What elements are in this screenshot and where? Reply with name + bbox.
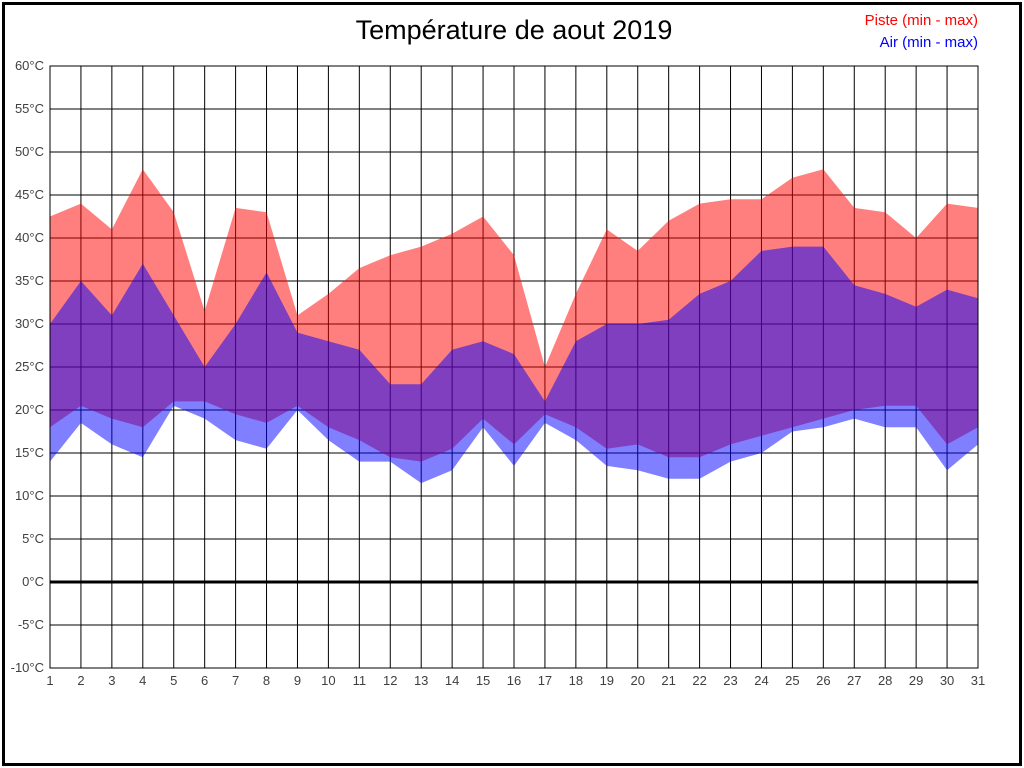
y-axis-tick-label: -5°C (18, 617, 44, 632)
x-axis-tick-label: 21 (661, 673, 675, 688)
x-axis-tick-label: 31 (971, 673, 985, 688)
x-axis-tick-label: 2 (77, 673, 84, 688)
x-axis-tick-label: 28 (878, 673, 892, 688)
x-axis-tick-label: 3 (108, 673, 115, 688)
x-axis-tick-label: 12 (383, 673, 397, 688)
x-axis-tick-label: 26 (816, 673, 830, 688)
x-axis-tick-label: 9 (294, 673, 301, 688)
x-axis-tick-label: 4 (139, 673, 146, 688)
chart-title: Température de aout 2019 (355, 15, 673, 45)
y-axis-tick-label: 20°C (15, 402, 44, 417)
x-axis-tick-label: 11 (353, 673, 367, 688)
x-axis-tick-label: 10 (321, 673, 335, 688)
plot-border (49, 65, 979, 669)
x-axis-tick-label: 7 (232, 673, 239, 688)
legend-air-label: Air (min - max) (879, 34, 978, 51)
y-axis-tick-label: 15°C (15, 445, 44, 460)
y-axis-tick-label: 0°C (22, 574, 44, 589)
x-axis-tick-label: 17 (538, 673, 552, 688)
x-axis-tick-label: 1 (46, 673, 53, 688)
y-axis-tick-label: 5°C (22, 531, 44, 546)
x-axis-tick-label: 6 (201, 673, 208, 688)
x-axis-tick-label: 22 (692, 673, 706, 688)
x-axis-tick-label: 25 (785, 673, 799, 688)
x-axis-tick-label: 19 (600, 673, 614, 688)
legend: Piste (min - max) Air (min - max) (865, 10, 978, 54)
x-axis-tick-label: 20 (630, 673, 644, 688)
x-axis-tick-label: 27 (847, 673, 861, 688)
y-axis-tick-label: 10°C (15, 488, 44, 503)
y-axis-tick-label: 50°C (15, 144, 44, 159)
x-axis-tick-label: 30 (940, 673, 954, 688)
x-axis-tick-label: 5 (170, 673, 177, 688)
x-axis-tick-label: 29 (909, 673, 923, 688)
x-axis-tick-label: 24 (754, 673, 768, 688)
x-axis-tick-label: 8 (263, 673, 270, 688)
x-axis-tick-label: 14 (445, 673, 459, 688)
x-axis-tick-label: 16 (507, 673, 521, 688)
y-axis-tick-label: -10°C (11, 660, 44, 675)
legend-piste-label: Piste (min - max) (864, 12, 978, 29)
air-band (50, 246, 978, 484)
y-axis-tick-label: 60°C (15, 58, 44, 73)
y-axis-tick-label: 45°C (15, 187, 44, 202)
y-axis-tick-label: 40°C (15, 230, 44, 245)
y-axis-tick-label: 55°C (15, 101, 44, 116)
x-axis-tick-label: 18 (569, 673, 583, 688)
y-axis-tick-label: 35°C (15, 273, 44, 288)
x-axis-tick-label: 23 (723, 673, 737, 688)
y-axis-tick-label: 30°C (15, 316, 44, 331)
x-axis-tick-label: 13 (414, 673, 428, 688)
y-axis-tick-label: 25°C (15, 359, 44, 374)
x-axis-tick-label: 15 (476, 673, 490, 688)
